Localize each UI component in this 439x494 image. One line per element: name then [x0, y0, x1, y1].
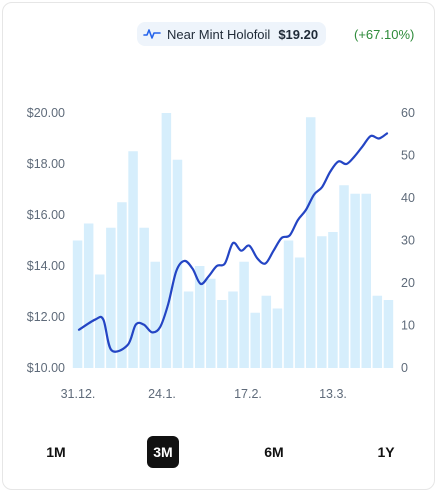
x-tick-label: 17.2. — [234, 387, 262, 401]
legend-price: $19.20 — [278, 26, 319, 42]
volume-bar — [372, 295, 383, 368]
volume-bar — [83, 223, 94, 368]
volume-bar — [250, 312, 260, 368]
volume-bar — [283, 240, 294, 368]
volume-bar — [328, 232, 338, 368]
line-chart-icon — [143, 29, 161, 39]
volume-bar — [217, 300, 227, 368]
range-1m-button[interactable]: 1M — [46, 444, 66, 460]
volume-bar — [228, 291, 238, 368]
range-selector: 1M 3M 6M 1Y — [0, 436, 439, 468]
range-6m-button[interactable]: 6M — [264, 444, 284, 460]
volume-bar — [350, 193, 360, 368]
volume-bar — [239, 261, 249, 368]
volume-bar — [294, 257, 305, 368]
volume-bar — [183, 291, 194, 368]
volume-bar — [383, 300, 394, 368]
y-right-tick-label: 30 — [401, 234, 415, 248]
volume-bar — [261, 295, 272, 368]
volume-bar — [150, 261, 161, 368]
chart-plot: $20.00 $18.00 $16.00 $14.00 $12.00 $10.00 60 50… — [27, 106, 415, 401]
volume-bar — [206, 278, 216, 368]
range-3m-button[interactable]: 3M — [147, 436, 179, 468]
volume-bar — [139, 227, 149, 368]
volume-bar — [194, 266, 205, 368]
y-right-tick-label: 40 — [401, 191, 415, 205]
volume-bar — [172, 159, 183, 368]
y-right-tick-label: 10 — [401, 319, 415, 333]
y-left-tick-label: $16.00 — [27, 208, 65, 222]
x-tick-label: 24.1. — [148, 387, 176, 401]
y-left-tick-label: $14.00 — [27, 259, 65, 273]
price-line — [77, 132, 389, 353]
y-right-tick-label: 20 — [401, 276, 415, 290]
y-right-tick-label: 60 — [401, 106, 415, 120]
y-left-tick-label: $20.00 — [27, 106, 65, 120]
y-left-tick-label: $18.00 — [27, 157, 65, 171]
volume-bar — [72, 240, 83, 368]
volume-bar — [317, 236, 327, 368]
legend-item[interactable]: Near Mint Holofoil $19.20 — [137, 22, 327, 46]
volume-bar — [361, 193, 371, 368]
volume-bar — [128, 151, 138, 368]
x-tick-label: 31.12. — [61, 387, 96, 401]
range-1y-button[interactable]: 1Y — [377, 444, 395, 460]
volume-bar — [305, 117, 316, 368]
volume-bar — [106, 227, 116, 368]
legend-name: Near Mint Holofoil — [167, 26, 271, 42]
x-tick-label: 13.3. — [319, 387, 347, 401]
y-left-tick-label: $12.00 — [27, 310, 65, 324]
volume-bar — [117, 202, 127, 368]
volume-bar — [95, 274, 105, 368]
volume-bar — [161, 113, 172, 368]
y-right-tick-label: 50 — [401, 149, 415, 163]
y-left-tick-label: $10.00 — [27, 361, 65, 375]
y-right-tick-label: 0 — [401, 361, 408, 375]
legend-change: (+67.10%) — [354, 27, 415, 42]
volume-bar — [339, 185, 349, 368]
volume-bar — [272, 308, 283, 368]
